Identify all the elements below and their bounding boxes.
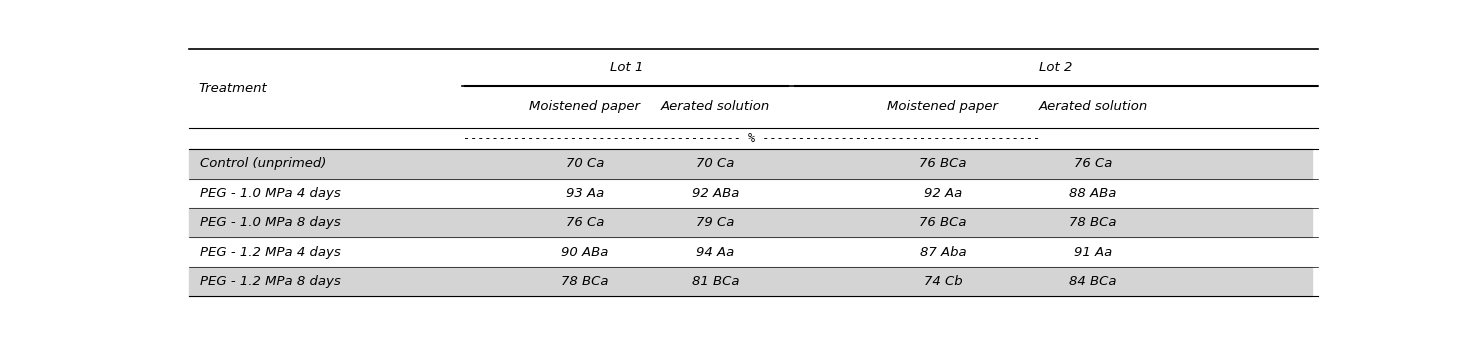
Text: 87 Aba: 87 Aba xyxy=(920,246,967,259)
Text: 90 ABa: 90 ABa xyxy=(560,246,609,259)
Text: PEG - 1.0 MPa 4 days: PEG - 1.0 MPa 4 days xyxy=(201,187,342,200)
Text: 76 Ca: 76 Ca xyxy=(1074,157,1112,170)
Text: Control (unprimed): Control (unprimed) xyxy=(201,157,327,170)
Text: 92 Aa: 92 Aa xyxy=(924,187,962,200)
Text: 78 BCa: 78 BCa xyxy=(560,275,609,288)
Text: Moistened paper: Moistened paper xyxy=(530,100,640,113)
Text: Lot 2: Lot 2 xyxy=(1039,61,1072,74)
Text: 76 BCa: 76 BCa xyxy=(920,216,967,229)
Text: 70 Ca: 70 Ca xyxy=(565,157,604,170)
Text: 81 BCa: 81 BCa xyxy=(692,275,739,288)
Text: 94 Aa: 94 Aa xyxy=(697,246,735,259)
Text: 76 BCa: 76 BCa xyxy=(920,157,967,170)
Text: 70 Ca: 70 Ca xyxy=(697,157,735,170)
Text: 88 ABa: 88 ABa xyxy=(1069,187,1116,200)
Bar xyxy=(189,208,1313,237)
Text: 78 BCa: 78 BCa xyxy=(1069,216,1116,229)
Text: 79 Ca: 79 Ca xyxy=(697,216,735,229)
Bar xyxy=(189,267,1313,297)
Text: PEG - 1.2 MPa 4 days: PEG - 1.2 MPa 4 days xyxy=(201,246,342,259)
Text: 84 BCa: 84 BCa xyxy=(1069,275,1116,288)
Text: PEG - 1.0 MPa 8 days: PEG - 1.0 MPa 8 days xyxy=(201,216,342,229)
Text: Treatment: Treatment xyxy=(198,82,267,95)
Text: 92 ABa: 92 ABa xyxy=(692,187,739,200)
Text: 91 Aa: 91 Aa xyxy=(1074,246,1112,259)
Text: 76 Ca: 76 Ca xyxy=(565,216,604,229)
Text: 74 Cb: 74 Cb xyxy=(924,275,962,288)
Text: Moistened paper: Moistened paper xyxy=(888,100,999,113)
Text: Lot 1: Lot 1 xyxy=(610,61,644,74)
Text: --------------------------------------- % --------------------------------------: --------------------------------------- … xyxy=(464,132,1040,145)
Text: Aerated solution: Aerated solution xyxy=(1039,100,1147,113)
Text: Aerated solution: Aerated solution xyxy=(660,100,770,113)
Text: PEG - 1.2 MPa 8 days: PEG - 1.2 MPa 8 days xyxy=(201,275,342,288)
Bar xyxy=(189,149,1313,179)
Text: 93 Aa: 93 Aa xyxy=(566,187,604,200)
